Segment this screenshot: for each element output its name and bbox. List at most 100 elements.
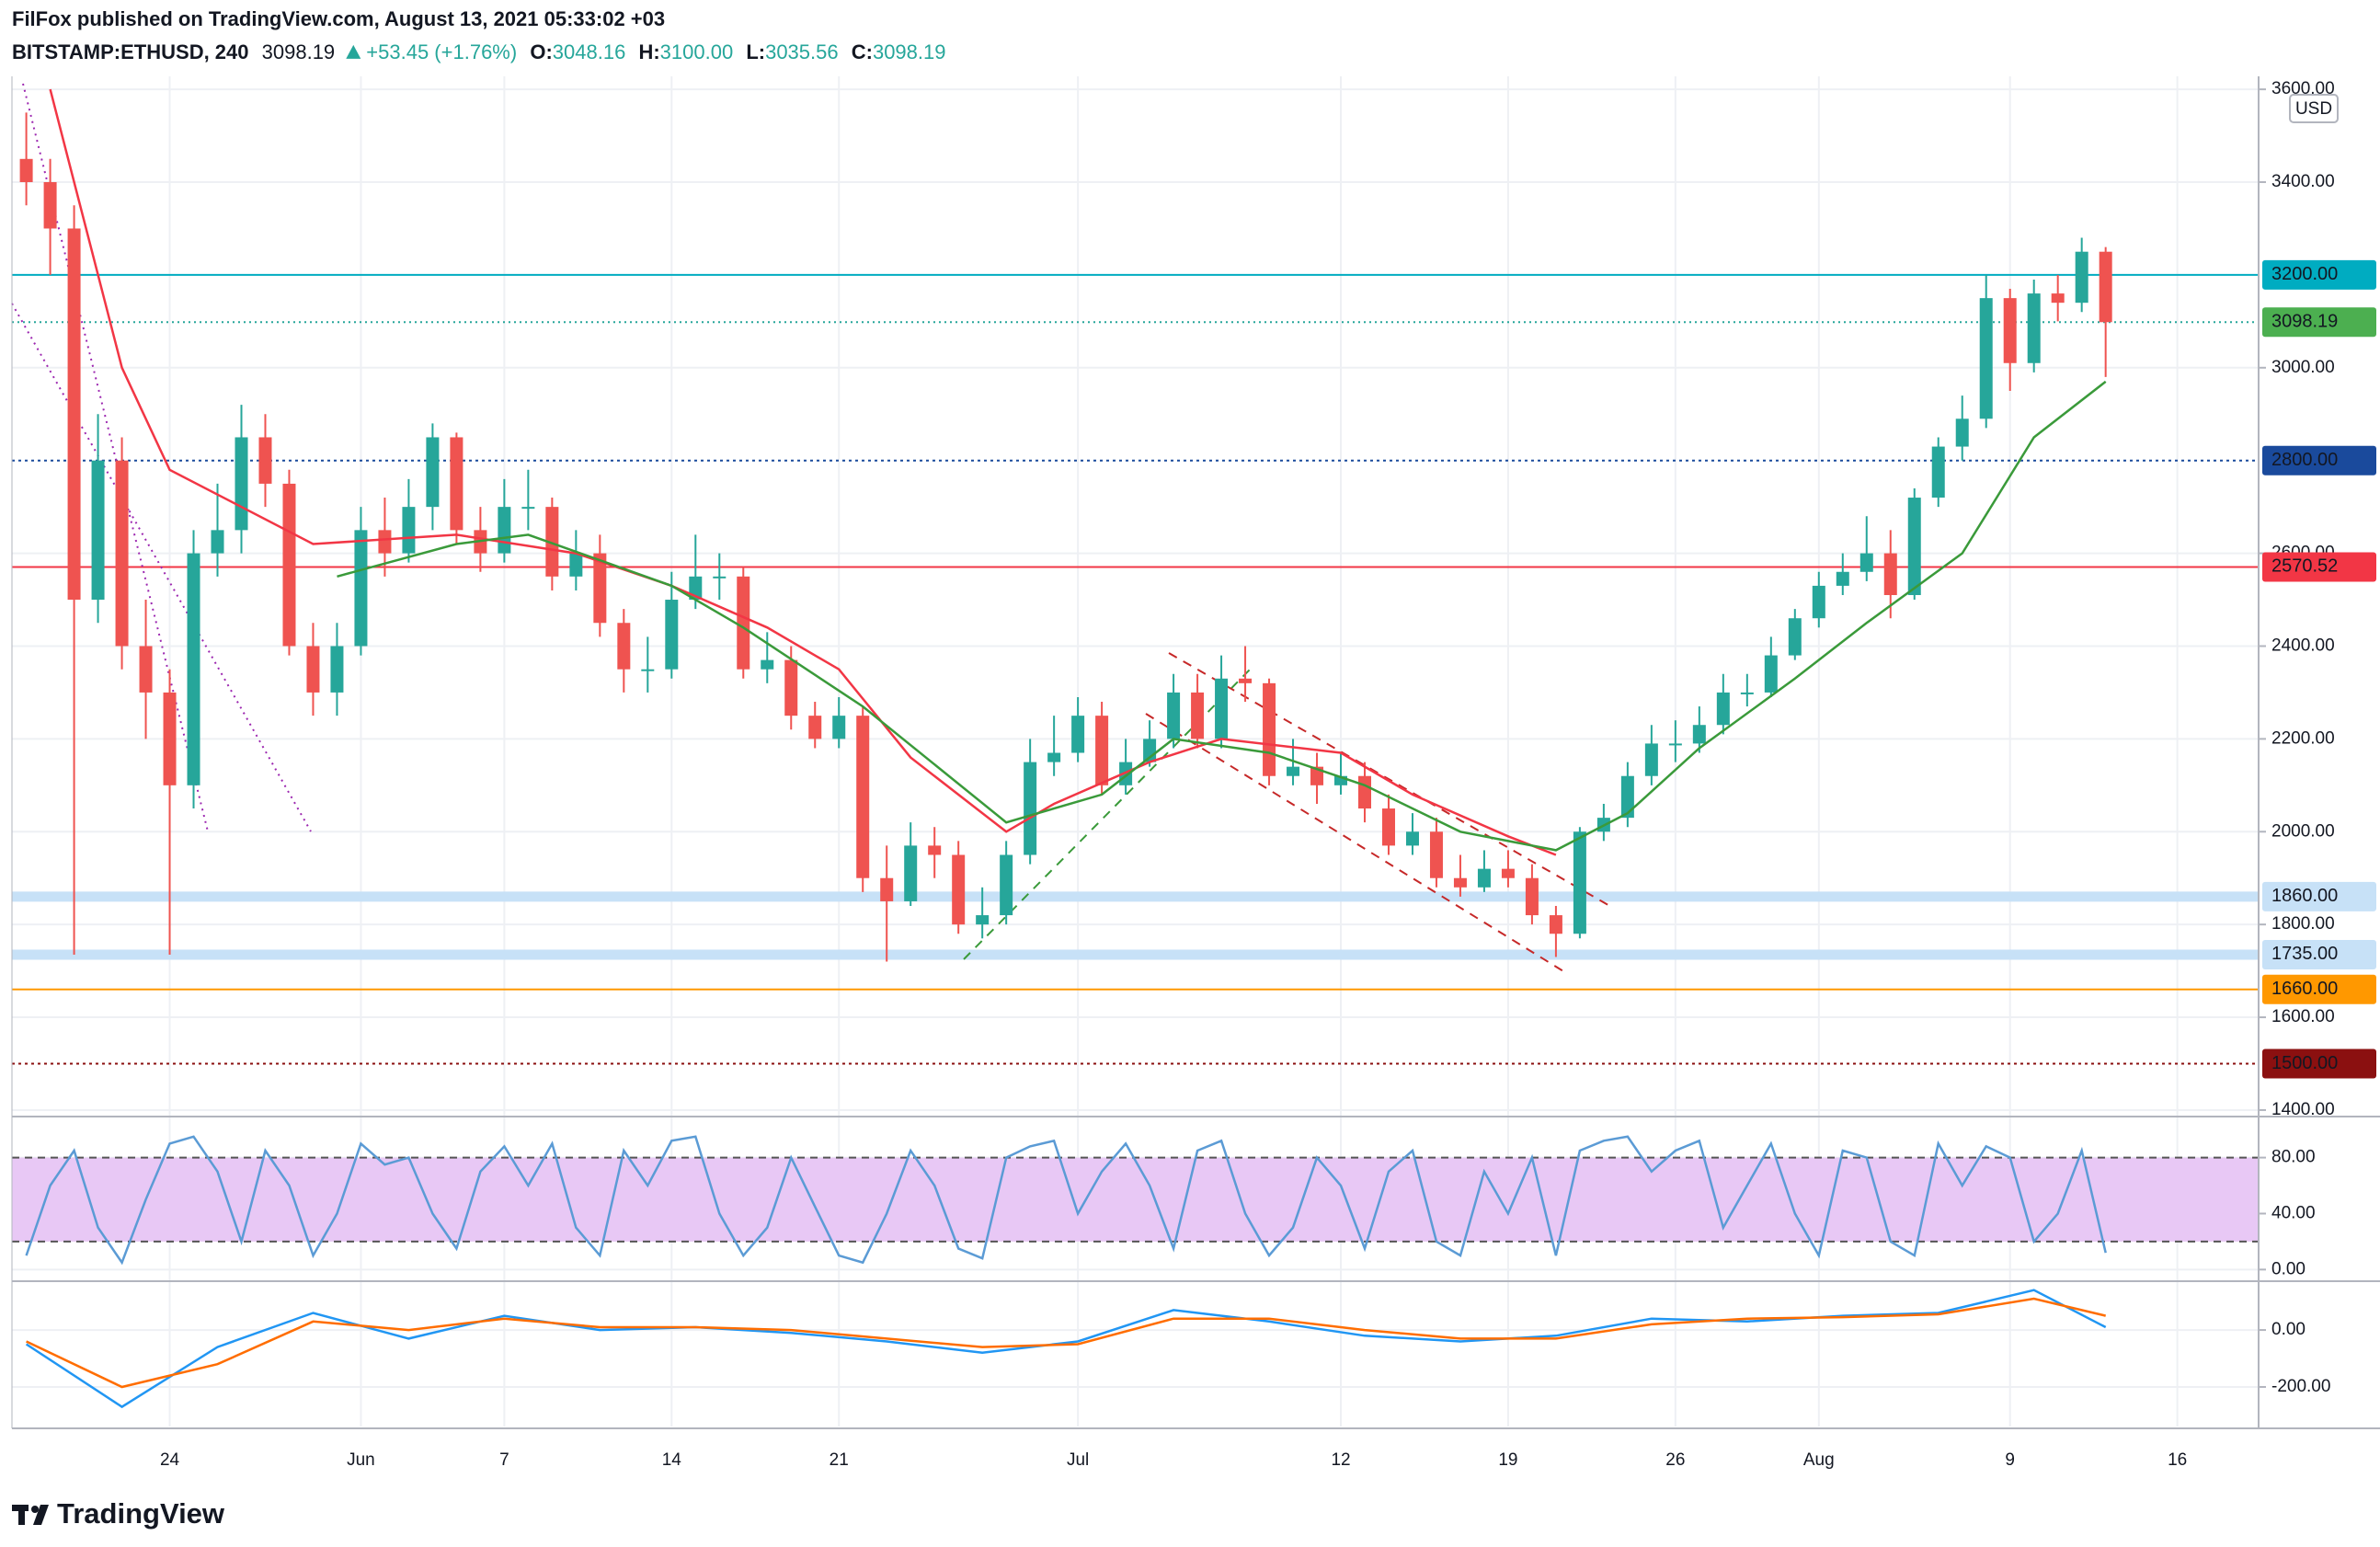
candle-body [880,877,894,901]
level-label: 2800.00 [2271,450,2338,470]
candle-body [1716,692,1730,726]
candle-body [1668,743,1682,746]
last-price-bg [2262,307,2376,338]
candle-body [808,716,822,739]
level-label: 1735.00 [2271,944,2338,964]
y-tick-label: 2200.00 [2271,728,2335,748]
candle-body [1644,743,1658,776]
candle-body [139,646,153,693]
y-tick-label: 2400.00 [2271,636,2335,655]
candle-body [545,507,559,577]
price: 3098.19 [262,40,336,63]
x-tick-label: 26 [1665,1450,1685,1470]
candle-body [713,576,727,579]
candle-body [2075,251,2088,304]
level-label-bg [2262,445,2376,476]
candle-body [163,692,177,785]
indicator-line [25,1289,2107,1409]
candle-body [1836,571,1849,586]
candle-body [378,530,392,554]
marks [19,88,2112,1409]
y-tick-label: 3000.00 [2271,358,2335,377]
candle-body [1692,725,1706,744]
candle-body [1453,877,1467,888]
level-label-bg [2262,552,2376,582]
candle-body [1381,808,1395,846]
candle-body [1859,553,1873,572]
candle-body [43,182,57,229]
candle-body [617,623,631,670]
candle-body [282,483,296,647]
x-tick-label: 12 [1331,1450,1350,1470]
y-tick-label: -200.00 [2271,1377,2330,1396]
x-tick-label: 24 [160,1450,180,1470]
publisher: FilFox published on TradingView.com, Aug… [12,7,665,30]
candle-body [952,854,966,925]
x-tick-label: 19 [1498,1450,1517,1470]
candle-body [1573,831,1586,934]
ohlc-key: L: [746,40,765,63]
level-label: 1860.00 [2271,886,2338,906]
candle-body [1263,682,1276,776]
channel-line [1168,652,1614,909]
x-tick-label: 7 [499,1450,509,1470]
symbol-line: BITSTAMP:ETHUSD, 240 3098.19 +53.45 (+1.… [12,40,945,63]
candle-body [1429,831,1443,878]
candle-body [976,915,990,925]
logo-shape [18,1505,25,1525]
y-tick-label: 1800.00 [2271,914,2335,934]
candle-body [1405,831,1419,846]
candle-body [1812,585,1825,619]
candle-body [1979,298,1993,419]
x-tick-label: Aug [1803,1450,1835,1470]
indicator-line [26,1297,2106,1389]
candle-body [187,553,200,785]
y-tick-label: 2000.00 [2271,821,2335,841]
candle-body [1071,716,1085,753]
candle-body [19,158,33,183]
x-tick-label: Jul [1067,1450,1089,1470]
candle-body [1883,553,1897,595]
level-label: 3200.00 [2271,264,2338,284]
candle-body [1525,877,1539,916]
x-tick-label: 21 [830,1450,849,1470]
candle-body [1167,692,1181,739]
candle-body [856,716,870,878]
candle-body [1501,868,1515,878]
logo-shape [33,1505,49,1525]
level-label-bg [2262,881,2376,911]
candle-body [2027,293,2041,363]
y-tick-label: 1600.00 [2271,1007,2335,1026]
symbol: BITSTAMP:ETHUSD, 240 [12,40,249,63]
ohlc-value: 3098.19 [873,40,946,63]
trend-line [11,303,312,832]
candle-body [67,228,81,601]
candle-body [426,437,440,508]
candle-body [2051,293,2065,304]
ohlc-key: O: [530,40,552,63]
candle-body [1287,766,1300,776]
ohlc-value: 3100.00 [660,40,734,63]
candle-body [1549,915,1562,934]
level-label: 1660.00 [2271,979,2338,999]
candle-body [1215,678,1229,739]
candle-body [1191,692,1205,739]
y-tick-label: 3400.00 [2271,172,2335,191]
level-label-bg [2262,259,2376,290]
candle-body [593,553,607,624]
brand: TradingView [57,1497,225,1530]
candle-body [2003,298,2017,363]
level-label-bg [2262,974,2376,1004]
indicator-line [337,380,2107,852]
axes: 24 Jun 7 14 21 Jul 12 19 26 Aug 9 16 3600.00 3400.00 3… [11,76,2380,1470]
x-tick-label: 9 [2005,1450,2015,1470]
candle-body [330,646,344,693]
up-arrow [346,44,361,59]
level-label-bg [2262,1049,2376,1079]
candle-body [665,600,679,670]
candle-body [1931,446,1945,498]
candle-body [258,437,272,484]
candle-body [1334,775,1348,785]
candle-body [2099,251,2112,323]
